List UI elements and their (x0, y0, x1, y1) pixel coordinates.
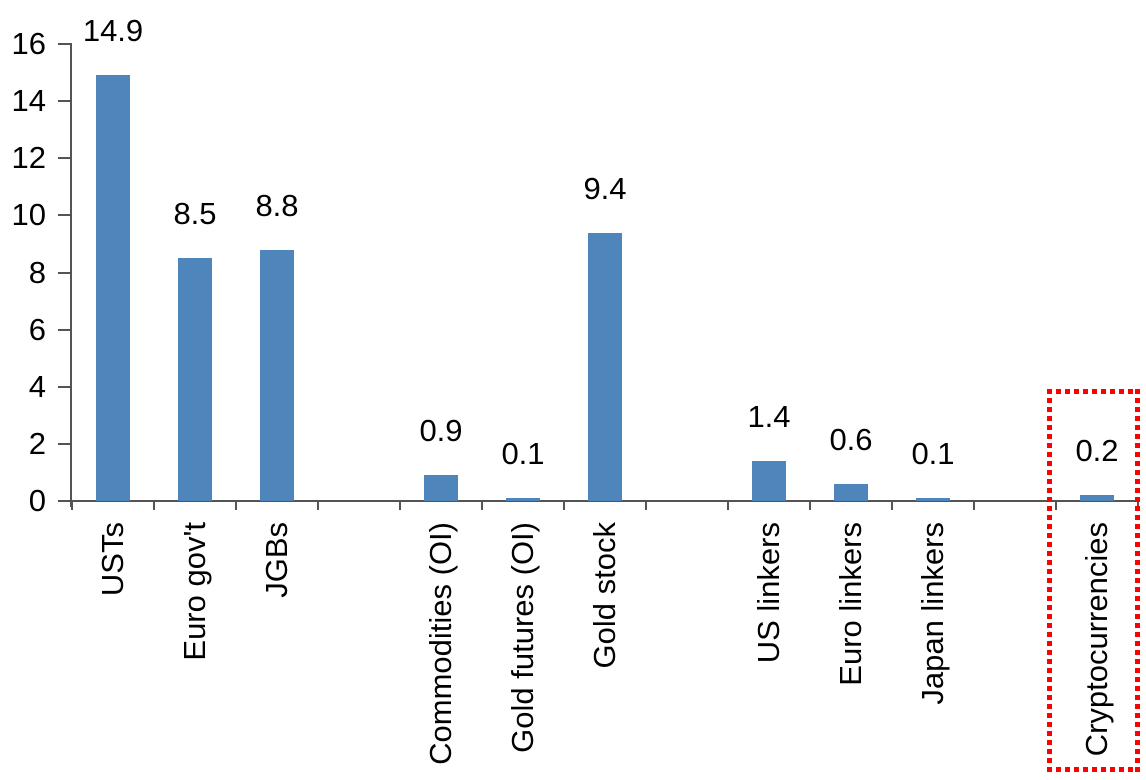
bar-value-label: 9.4 (583, 171, 627, 206)
bar (96, 75, 130, 501)
y-tick-label: 10 (11, 197, 46, 233)
highlight-box-right (1135, 389, 1140, 772)
x-tick (891, 501, 893, 510)
highlight-box (1047, 389, 1140, 772)
y-tick-label: 0 (28, 483, 46, 518)
highlight-box-bottom (1047, 767, 1140, 772)
bar (424, 475, 458, 501)
x-tick (481, 501, 483, 510)
bar-value-label: 0.6 (829, 422, 873, 457)
y-tick-label: 8 (28, 254, 46, 290)
category-label: Japan linkers (915, 522, 950, 705)
bar (506, 498, 540, 501)
x-tick (399, 501, 401, 510)
x-tick (973, 501, 975, 510)
y-tick (58, 214, 72, 217)
y-tick (58, 442, 72, 445)
category-label: Gold stock (587, 522, 622, 669)
category-label: Gold futures (OI) (505, 522, 540, 753)
bar (1080, 495, 1114, 501)
bar-value-label: 1.4 (747, 399, 791, 434)
x-tick (235, 501, 237, 510)
x-tick (1055, 501, 1057, 510)
x-tick (153, 501, 155, 510)
y-tick-label: 6 (28, 311, 46, 347)
highlight-box-top (1047, 389, 1140, 394)
x-tick (645, 501, 647, 510)
bar-value-label: 0.2 (1075, 433, 1119, 468)
y-tick (58, 500, 72, 502)
y-tick-label: 14 (11, 83, 46, 119)
y-tick (58, 385, 72, 388)
y-tick-label: 2 (28, 425, 46, 461)
y-tick-label: 12 (11, 140, 46, 176)
bar-value-label: 0.9 (419, 413, 463, 448)
bar (588, 233, 622, 501)
y-axis-line (70, 44, 72, 507)
category-label: JGBs (259, 522, 294, 598)
bar (834, 484, 868, 501)
y-tick (58, 43, 72, 45)
bar (178, 258, 212, 501)
category-label: US linkers (751, 522, 786, 664)
bar-value-label: 8.8 (255, 188, 299, 223)
bar-value-label: 8.5 (173, 196, 217, 231)
bar-value-label: 0.1 (501, 436, 545, 471)
category-label: Euro gov't (177, 522, 212, 661)
category-label: USTs (95, 522, 130, 597)
category-label: Euro linkers (833, 522, 868, 686)
bar (260, 250, 294, 501)
y-tick (58, 100, 72, 103)
x-tick (317, 501, 319, 510)
bar (916, 498, 950, 501)
y-tick-label: 4 (28, 368, 46, 404)
y-tick-label: 16 (11, 26, 46, 61)
x-tick (71, 501, 73, 510)
bar-value-label: 0.1 (911, 436, 955, 471)
y-tick (58, 271, 72, 274)
x-tick (563, 501, 565, 510)
x-tick (727, 501, 729, 510)
category-label: Commodities (OI) (423, 522, 458, 765)
x-tick (809, 501, 811, 510)
highlight-box-left (1047, 389, 1052, 772)
y-tick (58, 157, 72, 160)
x-axis-line (70, 500, 1140, 502)
y-tick (58, 328, 72, 331)
bar-value-label: 14.9 (82, 13, 144, 48)
bar (752, 461, 786, 501)
